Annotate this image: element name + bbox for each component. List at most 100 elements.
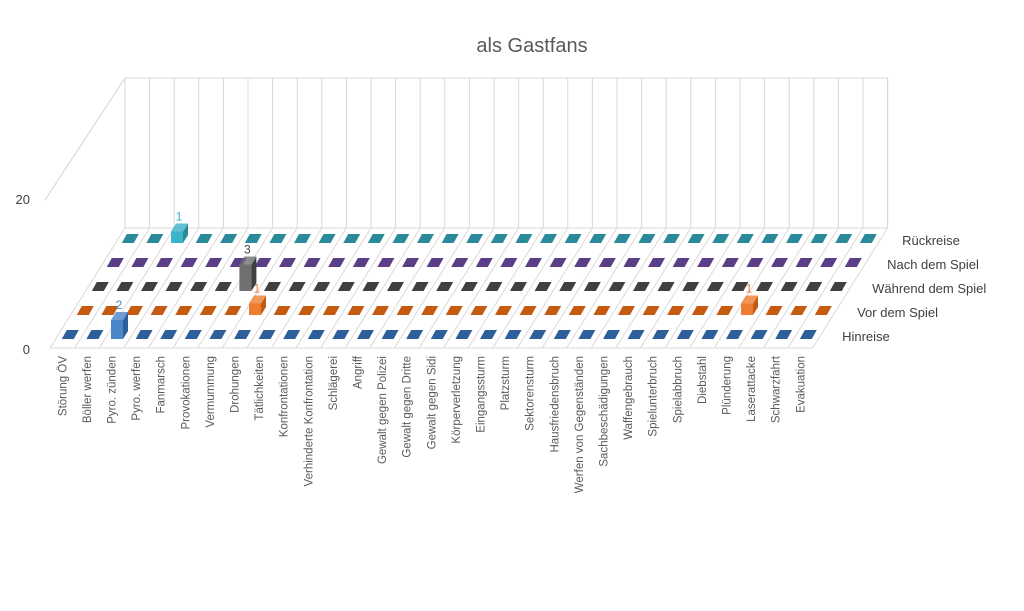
data-label: 1 bbox=[746, 282, 753, 296]
bar-Rückreise-Gewalt gegen Sidi bbox=[490, 234, 508, 243]
category-label: Pyro. zünden bbox=[107, 356, 119, 424]
bar-Hinreise-Hausfriedensbruch bbox=[553, 330, 571, 339]
bar-Vor dem Spiel-Diebstahl bbox=[716, 306, 734, 315]
bar-Während dem Spiel-Gewalt gegen Sidi bbox=[460, 282, 478, 291]
bar-Vor dem Spiel-Laserattacke bbox=[765, 306, 783, 315]
floor-gridline bbox=[713, 227, 790, 349]
bar-Nach dem Spiel-Spielabbruch bbox=[721, 258, 739, 267]
bar-Hinreise-Spielunterbruch bbox=[652, 330, 670, 339]
bar-Vor dem Spiel-Gewalt gegen Sidi bbox=[445, 306, 463, 315]
bar-Nach dem Spiel-Evakuation bbox=[844, 258, 862, 267]
bar-Rückreise-Fanmarsch bbox=[220, 234, 238, 243]
bar-Rückreise-Eingangssturm bbox=[540, 234, 557, 243]
bar-Hinreise-Plünderung bbox=[726, 330, 743, 339]
bar-Vor dem Spiel-Spielunterbruch bbox=[667, 306, 685, 315]
bar-Rückreise-Pyro. zünden bbox=[171, 223, 188, 243]
category-label: Drohungen bbox=[230, 356, 242, 413]
bar-Rückreise-Evakuation bbox=[859, 234, 877, 243]
data-label: 2 bbox=[116, 298, 123, 312]
category-label: Werfen von Gegenständen bbox=[574, 356, 586, 493]
bar-Nach dem Spiel-Sektorensturm bbox=[574, 258, 592, 267]
bar-Rückreise-Platzsturm bbox=[564, 234, 582, 243]
category-label: Vermummung bbox=[205, 356, 217, 428]
category-label: Provokationen bbox=[180, 356, 192, 430]
bar-Nach dem Spiel-Gewalt gegen Sidi bbox=[475, 258, 493, 267]
bar-Nach dem Spiel-Fanmarsch bbox=[205, 258, 223, 267]
category-label: Böller werfen bbox=[82, 356, 94, 423]
bar-Während dem Spiel-Störung ÖV bbox=[91, 282, 109, 291]
bar-Während dem Spiel-Diebstahl bbox=[731, 282, 749, 291]
bar-Während dem Spiel-Spielunterbruch bbox=[682, 282, 700, 291]
bar-Hinreise-Gewalt gegen Dritte bbox=[406, 330, 424, 339]
bar-Rückreise-Körperverletzung bbox=[515, 234, 533, 243]
bar-Rückreise-Sachbeschädigungen bbox=[663, 234, 680, 243]
category-label: Hausfriedensbruch bbox=[549, 356, 561, 453]
bar-Vor dem Spiel-Waffengebrauch bbox=[642, 306, 660, 315]
bar-Nach dem Spiel-Gewalt gegen Polizei bbox=[426, 258, 444, 267]
bar-Hinreise-Störung ÖV bbox=[61, 330, 79, 339]
bar-Hinreise-Drohungen bbox=[234, 330, 251, 339]
data-label: 1 bbox=[176, 210, 183, 224]
bar-Nach dem Spiel-Böller werfen bbox=[131, 258, 149, 267]
bar-Hinreise-Gewalt gegen Polizei bbox=[381, 330, 399, 339]
bar-Vor dem Spiel-Pyro. zünden bbox=[126, 306, 143, 315]
floor-gridline bbox=[467, 227, 544, 349]
series-label: Während dem Spiel bbox=[872, 281, 986, 296]
bar-Nach dem Spiel-Platzsturm bbox=[549, 258, 567, 267]
floor-gridline bbox=[344, 227, 421, 349]
bar-Vor dem Spiel-Böller werfen bbox=[101, 306, 119, 315]
bar-Rückreise-Vermummung bbox=[269, 234, 287, 243]
bar-Nach dem Spiel-Waffengebrauch bbox=[672, 258, 690, 267]
bar-Rückreise-Angriff bbox=[417, 234, 434, 243]
bar-Während dem Spiel-Verhinderte Konfrontation bbox=[337, 282, 355, 291]
bar-Vor dem Spiel-Gewalt gegen Dritte bbox=[421, 306, 439, 315]
bar-Hinreise-Platzsturm bbox=[504, 330, 522, 339]
bar-Hinreise-Sachbeschädigungen bbox=[603, 330, 620, 339]
y-tick-20: 20 bbox=[16, 192, 30, 207]
bar-Nach dem Spiel-Sachbeschädigungen bbox=[648, 258, 665, 267]
bar-Während dem Spiel-Sektorensturm bbox=[559, 282, 577, 291]
bar-Rückreise-Hausfriedensbruch bbox=[613, 234, 631, 243]
bar-Vor dem Spiel-Schlägerei bbox=[347, 306, 365, 315]
bar-Nach dem Spiel-Pyro. werfen bbox=[180, 258, 198, 267]
category-label: Angriff bbox=[353, 355, 365, 389]
bar-Während dem Spiel-Vermummung bbox=[239, 256, 257, 291]
floor-gridline bbox=[172, 227, 249, 349]
bar-Nach dem Spiel-Laserattacke bbox=[795, 258, 813, 267]
bar-Nach dem Spiel-Schwarzfahrt bbox=[820, 258, 838, 267]
bar-Während dem Spiel-Fanmarsch bbox=[190, 282, 208, 291]
bar-Vor dem Spiel-Verhinderte Konfrontation bbox=[322, 306, 340, 315]
category-label: Konfrontationen bbox=[279, 356, 291, 437]
data-label: 1 bbox=[254, 282, 261, 296]
category-label: Pyro. werfen bbox=[131, 356, 143, 421]
bar-Hinreise-Evakuation bbox=[799, 330, 817, 339]
bar-Während dem Spiel-Schwarzfahrt bbox=[805, 282, 823, 291]
bar-Nach dem Spiel-Körperverletzung bbox=[500, 258, 518, 267]
bar-Vor dem Spiel-Fanmarsch bbox=[175, 306, 193, 315]
bar-Vor dem Spiel-Gewalt gegen Polizei bbox=[396, 306, 414, 315]
bar-Rückreise-Werfen von Gegenständen bbox=[638, 234, 656, 243]
bar-Vor dem Spiel-Störung ÖV bbox=[76, 306, 94, 315]
bar-Hinreise-Vermummung bbox=[209, 330, 227, 339]
bar-Während dem Spiel-Schlägerei bbox=[362, 282, 380, 291]
floor-gridline bbox=[74, 227, 151, 349]
bar-Nach dem Spiel-Hausfriedensbruch bbox=[598, 258, 616, 267]
floor-gridline bbox=[541, 227, 618, 349]
bar-Nach dem Spiel-Spielunterbruch bbox=[697, 258, 715, 267]
bar-Rückreise-Tätlichkeiten bbox=[318, 234, 336, 243]
category-label: Platzsturm bbox=[500, 356, 512, 410]
floor-gridline bbox=[762, 227, 839, 349]
bar-Hinreise-Konfrontationen bbox=[283, 330, 301, 339]
bar-Während dem Spiel-Spielabbruch bbox=[706, 282, 724, 291]
bar-Hinreise-Laserattacke bbox=[750, 330, 768, 339]
bar-Nach dem Spiel-Vermummung bbox=[254, 258, 272, 267]
bar-Rückreise-Gewalt gegen Polizei bbox=[441, 234, 459, 243]
floor-gridline bbox=[639, 227, 716, 349]
bar-Rückreise-Konfrontationen bbox=[343, 234, 361, 243]
bar-Hinreise-Pyro. zünden bbox=[111, 312, 128, 339]
floor-gridline bbox=[393, 227, 470, 349]
bar-Hinreise-Tätlichkeiten bbox=[258, 330, 276, 339]
bar-Hinreise-Verhinderte Konfrontation bbox=[307, 330, 325, 339]
bar-Während dem Spiel-Laserattacke bbox=[780, 282, 798, 291]
